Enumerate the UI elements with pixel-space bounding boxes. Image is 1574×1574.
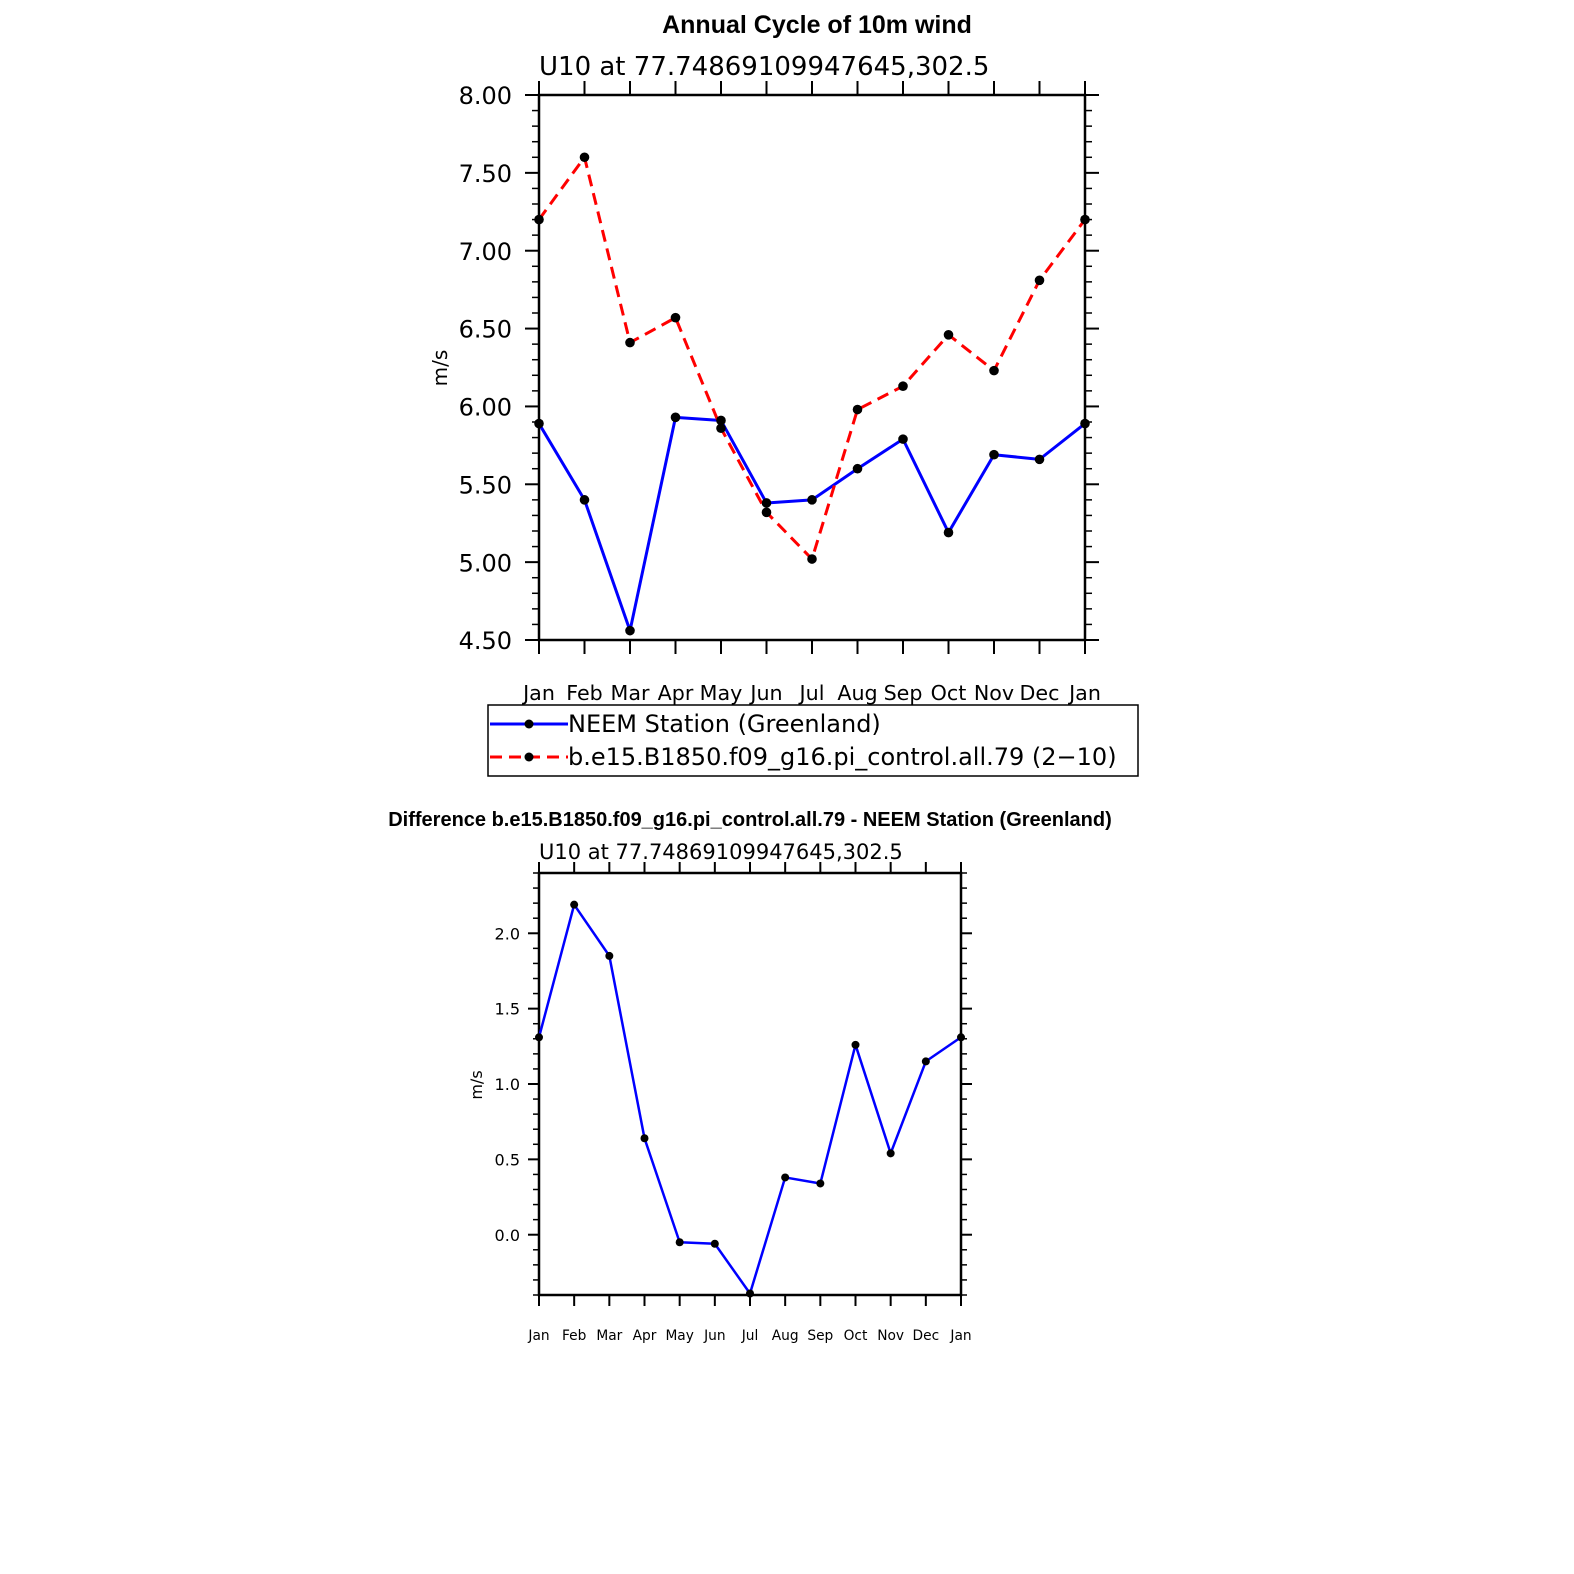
chart-1-xtick-label: Nov [974, 681, 1014, 705]
chart-1-series-2-point [852, 404, 863, 415]
chart-2-series-1-point [851, 1040, 860, 1049]
chart-1-series-2-point [761, 507, 772, 518]
chart-1-series-2-point [1080, 214, 1090, 225]
chart-1-ylabel: m/s [428, 350, 452, 387]
chart-2-series-1-point [570, 900, 579, 909]
chart-1-xtick-label: Sep [884, 681, 923, 705]
chart-2-series-1-point [921, 1057, 930, 1066]
chart-1-series-2-point [898, 381, 908, 391]
chart-1-subtitle: U10 at 77.74869109947645,302.5 [539, 52, 989, 82]
chart-1-series-2-point [534, 214, 544, 225]
chart-1-series-1-line [537, 415, 1086, 633]
chart-1-series-1-point [716, 415, 726, 426]
chart-1-ytick-label: 5.00 [459, 549, 512, 577]
chart-1-xtick-label: Mar [611, 681, 650, 705]
chart-1-series-1-point [989, 449, 999, 460]
legend-marker-series-1 [524, 719, 534, 729]
chart-2-xtick-label: Jan [949, 1328, 971, 1344]
chart-1-series-2-point [989, 365, 999, 376]
chart-2-series-1-point [781, 1173, 790, 1182]
chart-2-xtick-label: Jul [741, 1328, 759, 1344]
chart-1-series-2-point [807, 554, 817, 564]
chart-1-series-1-point [579, 495, 590, 505]
chart-1-series-1-point [807, 495, 817, 505]
chart-1-series-1-point [898, 434, 908, 444]
legend-label-series-1: NEEM Station (Greenland) [568, 710, 881, 738]
chart-1-ytick-label: 6.00 [459, 394, 512, 422]
chart-1-ytick-label: 7.00 [459, 238, 512, 266]
chart-1-series-1-point [943, 527, 954, 538]
chart-2-xtick-label: Sep [807, 1328, 833, 1344]
chart-1-xtick-label: Feb [566, 681, 603, 705]
chart-2-series-1-point [605, 951, 614, 960]
legend-box [487, 704, 1139, 777]
chart-2-series-1-point [816, 1179, 825, 1188]
chart-1-ytick-label: 8.00 [459, 82, 512, 110]
chart-1-title: Annual Cycle of 10m wind [662, 11, 972, 39]
chart-2-frame [537, 871, 963, 1297]
chart-1-xtick-label: Apr [658, 681, 694, 705]
chart-2-xtick-label: Feb [562, 1328, 586, 1344]
chart-2-series-1-point [535, 1033, 543, 1042]
chart-1-series-1-point [625, 625, 635, 636]
chart-1-series-2-point [670, 312, 681, 323]
chart-2-series-1-point [746, 1289, 754, 1298]
chart-1-series-1-point [670, 412, 681, 423]
chart-1-series-1-point [852, 463, 863, 474]
chart-2-ytick-label: 2.0 [495, 924, 520, 943]
chart-1-series-1-point [534, 418, 544, 429]
chart-1-series-2-point [579, 152, 590, 163]
chart-2-ytick-label: 1.5 [495, 1000, 520, 1019]
chart-2-series-1-point [640, 1134, 649, 1143]
legend-label-series-2: b.e15.B1850.f09_g16.pi_control.all.79 (2… [568, 743, 1117, 771]
chart-1-plot: 4.50 5.00 5.50 6.00 6.50 7.00 7.50 8.00 Jan Feb Ma… [459, 81, 1101, 705]
chart-2-series-1-line [537, 903, 962, 1295]
chart-1-xtick-label: Oct [931, 681, 967, 705]
chart-2-series-1-point [886, 1149, 895, 1158]
chart-2-ytick-label: 0.0 [495, 1226, 520, 1245]
chart-2-ytick-label: 0.5 [495, 1150, 520, 1169]
chart-1-ytick-label: 4.50 [459, 627, 512, 655]
chart-2-ytick-label: 1.0 [495, 1075, 520, 1094]
chart-2-series-1-point [675, 1238, 684, 1247]
chart-2-subtitle: U10 at 77.74869109947645,302.5 [539, 840, 903, 864]
chart-1-series-2-point [1034, 275, 1045, 286]
chart-1-xtick-label: Jan [521, 681, 555, 705]
chart-2-xtick-label: Mar [596, 1328, 622, 1344]
chart-1-series-2-point [943, 330, 954, 340]
chart-1-series-1-point [1034, 454, 1045, 465]
chart-1-ytick-label: 7.50 [459, 160, 512, 188]
chart-1-ytick-label: 6.50 [459, 316, 512, 344]
chart-2-series-1-point [710, 1239, 719, 1248]
chart-1-xtick-label: Jun [748, 681, 782, 705]
chart-2-xtick-label: Jun [703, 1328, 725, 1344]
chart-2-xtick-label: Aug [772, 1328, 799, 1344]
chart-1-xtick-label: Jul [798, 681, 825, 705]
chart-1-xtick-label: May [700, 681, 743, 705]
chart-1-series-2-point [625, 337, 635, 348]
chart-2-title: Difference b.e15.B1850.f09_g16.pi_contro… [388, 809, 1112, 831]
chart-1-series-2-point [716, 423, 726, 434]
chart-1-xtick-label: Dec [1020, 681, 1060, 705]
chart-1-xtick-label: Jan [1067, 681, 1101, 705]
chart-2-plot: 0.0 0.5 1.0 1.5 2.0 Jan Feb Mar Apr May Jun Jul Aug S… [495, 862, 972, 1344]
chart-2-xtick-label: Oct [844, 1328, 868, 1344]
chart-2-xtick-label: May [665, 1328, 693, 1344]
chart-2-xtick-label: Jan [527, 1328, 549, 1344]
chart-1-xtick-label: Aug [837, 681, 877, 705]
legend-marker-series-2 [524, 752, 534, 762]
chart-1-ytick-label: 5.50 [459, 471, 512, 499]
chart-2-xtick-label: Apr [633, 1328, 657, 1344]
chart-2-xtick-label: Nov [877, 1328, 904, 1344]
chart-1-series-1-point [761, 498, 772, 508]
chart-1-series-1-point [1080, 418, 1090, 429]
chart-2-xtick-label: Dec [913, 1328, 940, 1344]
chart-2-ylabel: m/s [467, 1070, 486, 1099]
chart-1-legend: NEEM Station (Greenland) b.e15.B1850.f09… [487, 704, 1139, 777]
chart-2-series-1-point [957, 1033, 965, 1042]
